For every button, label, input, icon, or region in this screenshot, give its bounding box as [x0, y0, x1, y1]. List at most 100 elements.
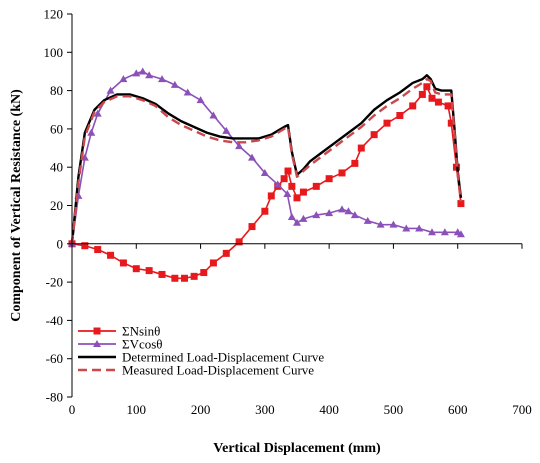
data-point — [456, 230, 465, 238]
y-tick-label: -60 — [46, 351, 63, 366]
data-point — [196, 96, 205, 104]
data-point — [293, 218, 301, 226]
y-tick-label: 120 — [44, 7, 64, 22]
data-point — [273, 180, 282, 188]
data-point — [235, 238, 243, 246]
y-axis-title: Component of Vertical Resistance (kN) — [9, 89, 24, 322]
data-point — [428, 228, 436, 236]
data-point — [107, 251, 115, 259]
data-point — [338, 205, 346, 213]
data-point — [312, 211, 321, 219]
legend-label: Determined Load-Displacement Curve — [122, 350, 324, 365]
data-point — [350, 211, 359, 219]
data-point — [145, 71, 154, 79]
data-point — [288, 182, 296, 190]
data-point — [338, 169, 346, 177]
legend-label: ΣNsinθ — [122, 324, 160, 339]
data-point — [383, 119, 391, 127]
series-3 — [70, 77, 463, 244]
data-point — [344, 207, 353, 215]
data-point — [209, 111, 218, 119]
legend-marker — [93, 340, 101, 347]
data-point — [171, 274, 179, 282]
data-point — [415, 224, 424, 232]
data-point — [145, 267, 153, 275]
y-tick-label: 40 — [50, 160, 63, 175]
data-point — [389, 220, 398, 228]
y-tick-label: 60 — [50, 121, 63, 136]
data-point — [440, 228, 449, 236]
data-point — [81, 242, 89, 250]
data-point — [325, 209, 334, 217]
data-point — [283, 190, 292, 198]
x-tick-label: 0 — [69, 402, 76, 417]
data-point — [428, 94, 436, 102]
data-point — [293, 194, 301, 202]
data-point — [132, 265, 140, 273]
data-point — [209, 259, 217, 267]
data-point — [170, 80, 179, 88]
series-line — [70, 77, 463, 244]
x-tick-label: 200 — [191, 402, 211, 417]
legend-item: Determined Load-Displacement Curve — [78, 350, 324, 365]
x-tick-label: 300 — [255, 402, 275, 417]
y-tick-label: -20 — [46, 275, 63, 290]
data-point — [94, 246, 102, 254]
x-tick-label: 100 — [127, 402, 147, 417]
data-point — [181, 274, 188, 282]
legend-label: Measured Load-Displacement Curve — [122, 363, 314, 378]
data-point — [287, 212, 296, 220]
legend-marker — [93, 327, 101, 335]
series-2 — [70, 74, 463, 244]
data-point — [119, 259, 127, 267]
legend-item: Measured Load-Displacement Curve — [78, 363, 314, 378]
data-point — [284, 167, 292, 175]
data-point — [376, 220, 385, 228]
data-point — [138, 67, 147, 75]
data-point — [200, 269, 208, 277]
data-point — [119, 75, 128, 83]
y-tick-label: -80 — [46, 390, 63, 405]
data-point — [158, 75, 166, 83]
data-point — [325, 175, 333, 183]
data-point — [93, 109, 102, 117]
series-line — [70, 74, 463, 244]
data-point — [260, 168, 269, 176]
y-tick-label: 100 — [44, 45, 64, 60]
data-point — [447, 119, 455, 127]
data-point — [261, 207, 269, 215]
plot-area — [68, 67, 465, 282]
data-point — [402, 224, 411, 232]
data-point — [363, 216, 372, 224]
data-point — [370, 131, 378, 139]
data-point — [457, 200, 465, 208]
data-point — [248, 223, 256, 231]
data-point — [444, 102, 452, 110]
data-point — [183, 88, 192, 96]
x-tick-label: 600 — [448, 402, 468, 417]
legend-label: ΣVcosθ — [122, 337, 163, 352]
y-tick-label: 20 — [50, 198, 63, 213]
data-point — [409, 102, 417, 110]
data-point — [312, 182, 320, 190]
data-point — [351, 159, 359, 167]
data-point — [87, 128, 96, 136]
data-point — [299, 188, 307, 196]
x-tick-label: 500 — [384, 402, 404, 417]
x-tick-label: 400 — [319, 402, 339, 417]
data-point — [158, 270, 166, 278]
y-tick-label: 0 — [57, 236, 64, 251]
data-point — [222, 126, 231, 134]
data-point — [106, 86, 115, 94]
data-point — [396, 111, 404, 119]
legend-item: ΣVcosθ — [78, 337, 163, 352]
y-tick-label: 80 — [50, 83, 63, 98]
data-point — [190, 272, 198, 280]
axes: -80 -60 -40 -20 0 20 40 60 80 100 120 0 100 200 300 400… — [44, 7, 532, 418]
data-point — [222, 249, 230, 257]
data-point — [267, 192, 275, 200]
data-point — [299, 214, 308, 222]
y-tick-label: -40 — [46, 313, 63, 328]
